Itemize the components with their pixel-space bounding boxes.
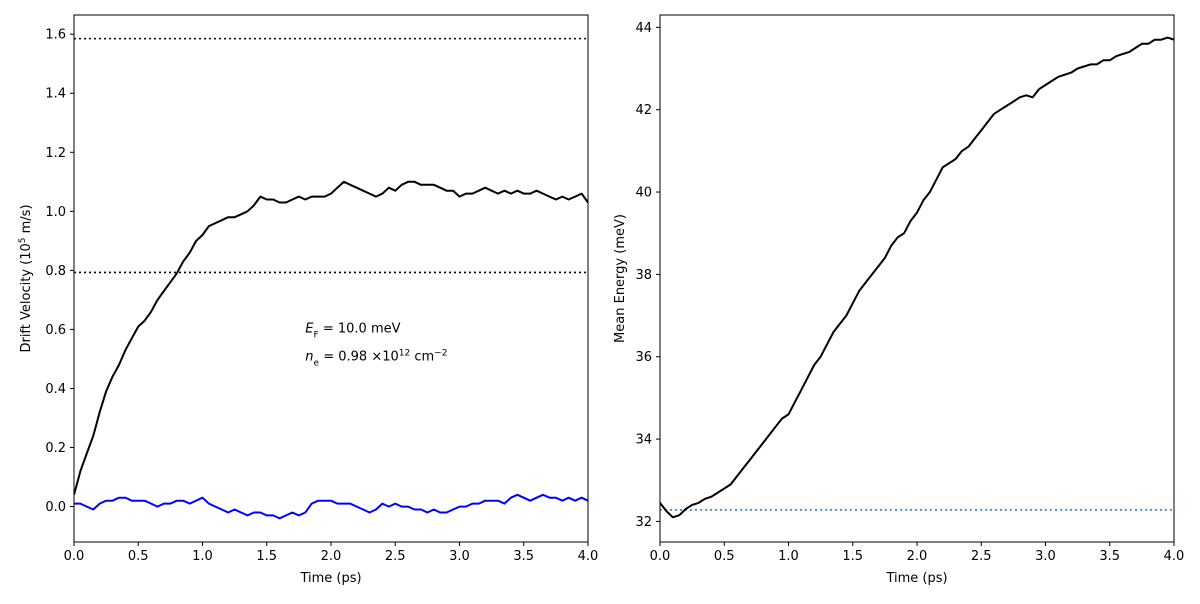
drift-velocity-x-tick-label: 3.0	[449, 549, 470, 564]
drift-velocity-y-tick-label: 1.4	[45, 87, 66, 102]
drift-velocity-y-tick-label: 0.4	[45, 382, 66, 397]
drift-velocity-x-tick-label: 2.5	[385, 549, 406, 564]
drift-velocity-x-tick-label: 3.5	[513, 549, 534, 564]
drift-velocity-y-tick-label: 1.0	[45, 205, 66, 220]
mean-energy-x-tick-label: 1.5	[842, 549, 863, 564]
mean-energy-x-tick-label: 3.0	[1035, 549, 1056, 564]
mean-energy-y-tick-label: 34	[635, 433, 652, 448]
drift-velocity-series-line-2	[74, 493, 588, 520]
mean-energy-x-tick-label: 1.0	[778, 549, 799, 564]
mean-energy-y-tick-label: 42	[635, 103, 652, 118]
mean-energy-x-tick-label: 4.0	[1164, 549, 1185, 564]
mean-energy-x-tick-label: 0.5	[714, 549, 735, 564]
drift-velocity-x-tick-label: 1.5	[256, 549, 277, 564]
mean-energy-y-tick-label: 32	[635, 515, 652, 530]
drift-velocity-y-tick-label: 0.6	[45, 323, 66, 338]
mean-energy-y-ticks: 32 34 36 38 40 42 44	[635, 21, 660, 530]
mean-energy-x-tick-label: 0.0	[650, 549, 671, 564]
mean-energy-x-tick-label: 2.0	[907, 549, 928, 564]
mean-energy-plot-area	[660, 36, 1174, 519]
mean-energy-y-axis-label: Mean Energy (meV)	[613, 214, 628, 343]
drift-velocity-x-tick-label: 4.0	[578, 549, 599, 564]
mean-energy-series-line-1	[660, 36, 1174, 519]
drift-velocity-panel: 0.0 0.5 1.0 1.5 2.0 2.5 3.0 3.5 4.0 0.0 0.2 0.4 0.6…	[18, 14, 599, 586]
electron-density-annotation: ne = 0.98 ×1012 cm−2	[305, 348, 447, 368]
mean-energy-y-tick-label: 36	[635, 350, 652, 365]
mean-energy-x-tick-label: 3.5	[1099, 549, 1120, 564]
mean-energy-x-axis-label: Time (ps)	[885, 571, 947, 586]
mean-energy-y-tick-label: 40	[635, 186, 652, 201]
fermi-energy-annotation: EF = 10.0 meV	[305, 321, 400, 340]
mean-energy-y-tick-label: 38	[635, 268, 652, 283]
drift-velocity-y-tick-label: 1.6	[45, 28, 66, 43]
drift-velocity-x-tick-label: 2.0	[321, 549, 342, 564]
drift-velocity-y-tick-label: 0.2	[45, 441, 66, 456]
drift-velocity-y-axis-label: Drift Velocity (105 m/s)	[18, 204, 34, 352]
drift-velocity-y-tick-label: 1.2	[45, 146, 66, 161]
mean-energy-y-tick-label: 44	[635, 21, 652, 36]
mean-energy-x-ticks: 0.0 0.5 1.0 1.5 2.0 2.5 3.0 3.5 4.0	[650, 542, 1185, 564]
mean-energy-x-tick-label: 2.5	[971, 549, 992, 564]
drift-velocity-x-ticks: 0.0 0.5 1.0 1.5 2.0 2.5 3.0 3.5 4.0	[64, 542, 599, 564]
drift-velocity-x-tick-label: 0.0	[64, 549, 85, 564]
drift-velocity-y-ticks: 0.0 0.2 0.4 0.6 0.8 1.0 1.2 1.4 1.6	[45, 28, 74, 515]
drift-velocity-y-tick-label: 0.0	[45, 500, 66, 515]
drift-velocity-x-tick-label: 0.5	[128, 549, 149, 564]
drift-velocity-x-tick-label: 1.0	[192, 549, 213, 564]
drift-velocity-series-line-1	[74, 180, 588, 496]
drift-velocity-plot-area	[74, 37, 588, 520]
drift-velocity-x-axis-label: Time (ps)	[299, 571, 361, 586]
drift-velocity-y-tick-label: 0.8	[45, 264, 66, 279]
mean-energy-panel: 0.0 0.5 1.0 1.5 2.0 2.5 3.0 3.5 4.0 32 34 36 38 40 42…	[613, 14, 1185, 586]
